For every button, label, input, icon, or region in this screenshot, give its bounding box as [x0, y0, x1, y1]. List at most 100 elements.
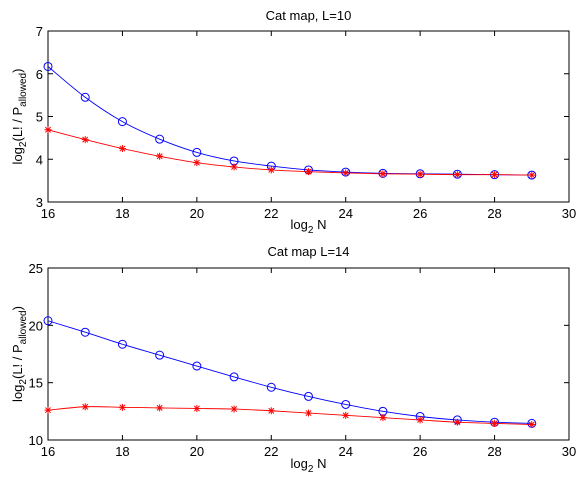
star-stroke	[342, 169, 349, 176]
star-stroke	[454, 419, 461, 426]
series-1-point	[304, 391, 313, 401]
star-stroke	[268, 166, 275, 173]
chart-title: Cat map, L=10	[266, 8, 352, 23]
series-2-point	[193, 404, 201, 412]
series-2-point	[118, 403, 126, 411]
star-stroke	[342, 412, 349, 419]
series-1-point	[341, 399, 351, 409]
y-tick-label: 3	[36, 195, 43, 210]
series-2-point	[416, 170, 424, 178]
series-2-point	[491, 171, 499, 179]
series-1-point	[43, 61, 53, 71]
star-stroke	[379, 414, 386, 421]
series-1-point	[117, 117, 127, 127]
y-tick-label: 7	[36, 24, 43, 39]
star-stroke	[379, 170, 386, 177]
star-stroke	[305, 168, 312, 175]
star-stroke	[491, 171, 498, 178]
series-1-point	[117, 339, 127, 349]
x-tick-label: 28	[487, 206, 501, 221]
y-tick-label: 6	[36, 67, 43, 82]
series-2-point	[528, 171, 536, 179]
series-2-point	[305, 168, 312, 176]
x-tick-label: 22	[264, 206, 278, 221]
series-2-point	[453, 418, 461, 426]
x-tick-label: 20	[190, 206, 204, 221]
x-tick-label: 26	[413, 206, 427, 221]
series-2-point	[81, 136, 89, 144]
plot-frame	[47, 267, 570, 441]
series-2-point	[491, 419, 499, 427]
series-2-point	[416, 416, 424, 424]
x-tick-label: 30	[562, 206, 576, 221]
y-tick-label: 10	[29, 433, 43, 448]
series-1-point	[155, 350, 165, 360]
star-stroke	[82, 403, 89, 410]
y-tick-label: 4	[36, 152, 43, 167]
star-stroke	[491, 420, 498, 427]
series-2-point	[453, 171, 461, 179]
x-axis-label: log2 N	[291, 456, 327, 475]
star-stroke	[82, 136, 89, 143]
series-2-point	[342, 169, 350, 177]
star-stroke	[119, 145, 126, 152]
series-2-point	[156, 404, 164, 412]
x-tick-label: 18	[115, 206, 129, 221]
y-axis-label-post: )	[10, 306, 25, 310]
series-2-point	[156, 152, 164, 160]
y-axis-label-sub2: allowed	[18, 73, 29, 107]
y-axis-label-pre: log	[10, 385, 25, 402]
series-2-point	[305, 409, 312, 417]
x-tick-label: 24	[338, 206, 352, 221]
x-axis-label-sub: 2	[308, 225, 314, 236]
chart-title: Cat map L=14	[267, 244, 349, 259]
star-stroke	[305, 410, 312, 417]
star-stroke	[528, 421, 535, 428]
y-axis-label-sub1: 2	[18, 141, 29, 147]
star-stroke	[45, 126, 51, 133]
series-2-point	[193, 159, 201, 167]
star-stroke	[156, 153, 163, 160]
series-1-point	[192, 147, 202, 157]
x-axis-label-sub: 2	[308, 464, 314, 475]
x-tick-label: 30	[562, 444, 576, 459]
series-2-point	[118, 145, 126, 153]
y-axis-label: log2(L! / Pallowed)	[10, 69, 29, 165]
y-axis-label-sub2: allowed	[18, 310, 29, 344]
series-2-point	[44, 126, 52, 134]
y-axis-label-mid: (L! / P	[10, 107, 25, 142]
x-axis-label: log2 N	[291, 217, 327, 236]
y-axis-label-sub1: 2	[18, 379, 29, 385]
star-stroke	[193, 159, 200, 166]
series-1-point	[80, 92, 90, 102]
x-axis-label-base: log	[291, 217, 308, 232]
star-stroke	[119, 404, 126, 411]
y-axis-label-pre: log	[10, 147, 25, 164]
star-stroke	[231, 163, 238, 170]
series-2-point	[267, 407, 275, 415]
series-2-point	[528, 421, 536, 429]
series-2-point	[267, 166, 275, 174]
series-2-point	[230, 405, 238, 413]
y-axis-label: log2(L! / Pallowed)	[10, 306, 29, 402]
series-2-point	[81, 403, 89, 411]
star-stroke	[268, 407, 275, 414]
star-stroke	[45, 407, 51, 414]
x-tick-label: 20	[190, 444, 204, 459]
x-tick-label: 24	[338, 444, 352, 459]
series-1-line	[47, 66, 532, 176]
x-axis-label-rest: N	[313, 217, 326, 232]
y-tick-label: 15	[29, 376, 43, 391]
x-axis-label-rest: N	[313, 456, 326, 471]
y-tick-label: 25	[29, 261, 43, 276]
x-axis-label-base: log	[291, 456, 308, 471]
y-axis-label-post: )	[10, 69, 25, 73]
series-1-point	[229, 372, 239, 382]
series-1-point	[155, 134, 165, 144]
series-1-point	[192, 361, 202, 371]
star-stroke	[528, 172, 535, 179]
x-tick-label: 22	[264, 444, 278, 459]
